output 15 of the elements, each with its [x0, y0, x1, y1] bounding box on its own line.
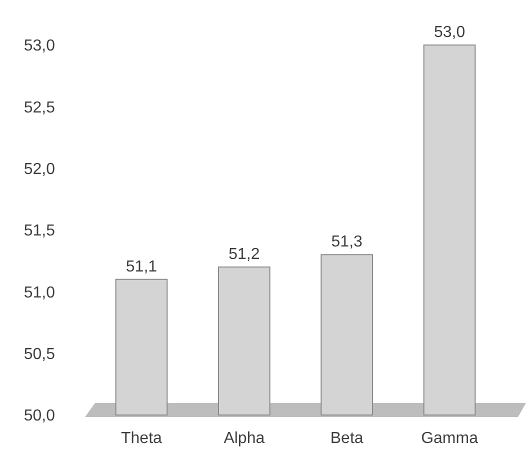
- data-label: 51,3: [331, 234, 363, 251]
- y-tick-label: 52,0: [24, 160, 56, 178]
- x-tick-label: Beta: [330, 430, 364, 447]
- data-label: 53,0: [434, 24, 466, 41]
- data-label: 51,1: [126, 258, 158, 276]
- y-tick-label: 51,0: [24, 284, 56, 302]
- y-tick-label: 50,5: [24, 346, 56, 363]
- y-tick-label: 53,0: [24, 38, 56, 55]
- y-tick-label: 52,5: [24, 99, 56, 116]
- y-tick-label: 51,5: [24, 222, 56, 240]
- y-tick-label: 50,0: [24, 408, 56, 425]
- data-label: 51,2: [228, 246, 260, 263]
- x-tick-label: Theta: [121, 430, 162, 447]
- x-tick-label: Alpha: [224, 430, 265, 447]
- x-tick-label: Gamma: [421, 430, 478, 447]
